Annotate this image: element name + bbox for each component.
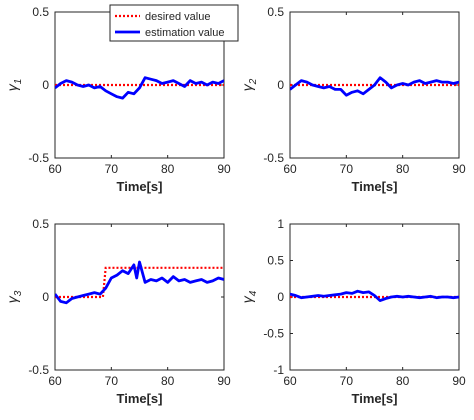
y-axis-label-symbol: γ [4,83,20,91]
x-tick-label: 90 [217,374,231,388]
y-axis-label: γ1 [4,79,24,92]
y-tick-label: 0 [277,78,284,92]
desired-value-line [55,266,224,299]
y-tick-label: 0.5 [32,5,49,19]
estimation-value-line [55,260,224,305]
x-tick-label: 60 [48,374,62,388]
y-axis-label: γ2 [239,78,259,91]
x-tick-label: 60 [48,162,62,176]
legend-box [109,4,239,42]
y-axis-label-subscript: 1 [13,79,24,85]
y-axis-label-symbol: γ [4,295,20,303]
x-tick-label: 60 [283,374,297,388]
y-tick-label: 0 [42,290,49,304]
y-tick-label: -0.5 [263,151,284,165]
y-tick-label: 0 [42,78,49,92]
y-tick-label: -0.5 [263,327,284,341]
estimation-value-line [290,76,459,97]
x-tick-label: 90 [217,162,231,176]
chart-panel-3: 60 70 80 90 -0.5 0 0.5 Time[s] γ3 [4,217,231,406]
x-tick-label: 80 [161,162,175,176]
y-axis-label-subscript: 4 [248,290,259,296]
y-tick-label: -1 [273,363,284,377]
y-tick-label: 0 [277,290,284,304]
y-tick-label: -0.5 [28,151,49,165]
x-tick-label: 70 [340,162,354,176]
x-tick-label: 70 [105,374,119,388]
x-tick-label: 80 [396,374,410,388]
y-axis-label-subscript: 3 [13,290,24,296]
y-tick-label: 0.5 [267,254,284,268]
x-axis-label: Time[s] [117,391,163,406]
estimation-value-line [290,289,459,303]
y-tick-label: -0.5 [28,363,49,377]
x-tick-label: 70 [340,374,354,388]
chart-panel-1: 60 70 80 90 -0.5 0 0.5 Time[s] γ1 desired value es… [4,4,239,194]
legend-entry: estimation value [145,27,225,39]
x-tick-label: 80 [161,374,175,388]
x-tick-label: 90 [452,162,466,176]
y-tick-label: 0.5 [32,217,49,231]
x-tick-label: 70 [105,162,119,176]
legend-entry: desired value [145,11,210,23]
x-tick-label: 80 [396,162,410,176]
chart-panel-2: 60 70 80 90 -0.5 0 0.5 Time[s] γ2 [239,5,466,194]
x-axis-label: Time[s] [352,179,398,194]
y-axis-label: γ3 [4,290,24,303]
y-axis-label-symbol: γ [239,83,255,91]
estimation-value-line [55,76,224,100]
y-axis-label-symbol: γ [239,295,255,303]
chart-panel-4: 60 70 80 90 -1 -0.5 0 0.5 1 Time[s] γ4 [239,217,466,406]
y-axis-label: γ4 [239,290,259,303]
x-tick-label: 60 [283,162,297,176]
x-axis-label: Time[s] [117,179,163,194]
y-tick-label: 1 [277,217,284,231]
x-axis-label: Time[s] [352,391,398,406]
y-tick-label: 0.5 [267,5,284,19]
legend: desired value estimation value [109,4,239,42]
x-tick-label: 90 [452,374,466,388]
y-axis-label-subscript: 2 [248,78,259,85]
